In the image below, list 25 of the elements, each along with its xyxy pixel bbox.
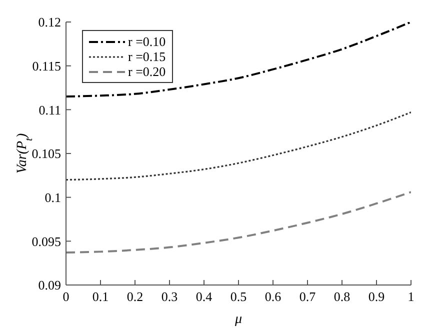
x-tick-label: 0.9 <box>368 289 385 304</box>
line-series <box>66 191 411 254</box>
y-tick-label: 0.115 <box>32 58 61 74</box>
x-axis-title: μ <box>234 312 242 327</box>
x-tick-label: 0.2 <box>126 289 144 304</box>
y-tick-label: 0.09 <box>38 278 61 293</box>
y-tick-label: 0.095 <box>32 234 61 249</box>
line-series <box>66 22 411 98</box>
legend-label: r =0.20 <box>128 64 166 80</box>
x-tick-label: 0.4 <box>196 289 213 304</box>
x-tick-label: 0.5 <box>230 289 247 304</box>
x-tick-label: 0.3 <box>161 289 178 304</box>
x-tick-label: 1 <box>408 289 414 304</box>
y-tick-label: 0.11 <box>38 102 61 118</box>
x-tick-label: 0.8 <box>334 289 350 304</box>
y-tick-label: 0.1 <box>44 190 61 205</box>
y-tick-label: 0.12 <box>38 14 61 30</box>
x-tick-label: 0.1 <box>92 289 109 304</box>
x-tick-label: 0.7 <box>299 289 316 304</box>
x-tick-label: 0.6 <box>264 289 282 304</box>
legend-label: r =0.15 <box>128 48 166 64</box>
line-series <box>66 111 411 181</box>
legend-label: r =0.10 <box>128 34 166 50</box>
x-tick-label: 0 <box>62 289 70 304</box>
y-tick-label: 0.105 <box>32 146 61 162</box>
